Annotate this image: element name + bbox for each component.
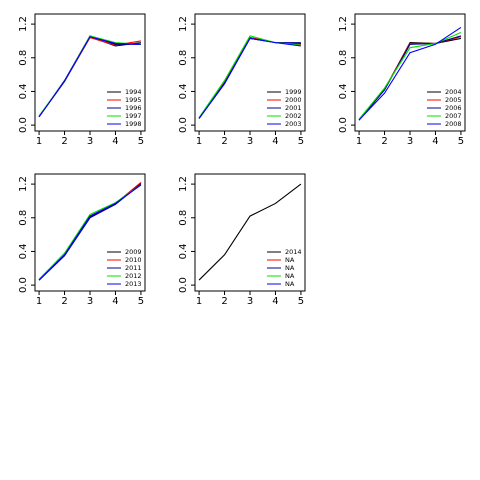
- x-tick-label: 1: [356, 136, 362, 147]
- legend-label: 2005: [445, 96, 462, 104]
- legend-label: 1997: [125, 112, 142, 120]
- x-tick-label: 1: [196, 296, 202, 307]
- y-tick-label: 1.2: [18, 16, 29, 32]
- y-tick-label: 0.4: [18, 243, 29, 259]
- legend-label: 2014: [285, 248, 302, 256]
- legend-label: NA: [285, 264, 295, 272]
- x-tick-label: 3: [87, 136, 93, 147]
- x-tick-label: 5: [458, 136, 464, 147]
- x-tick-label: 3: [247, 296, 253, 307]
- x-tick-label: 4: [112, 136, 118, 147]
- series-line: [198, 37, 301, 119]
- x-tick-label: 3: [87, 296, 93, 307]
- series-line: [358, 35, 462, 121]
- x-tick-label: 4: [432, 136, 438, 147]
- y-tick-label: 0.8: [18, 50, 29, 66]
- legend-label: 2004: [445, 88, 462, 96]
- legend-label: NA: [285, 272, 295, 280]
- y-tick-label: 0.8: [178, 50, 189, 66]
- legend-label: 2000: [285, 96, 302, 104]
- legend-label: 2012: [125, 272, 142, 280]
- x-tick-label: 1: [36, 296, 42, 307]
- y-tick-label: 1.2: [18, 176, 29, 192]
- x-tick-label: 2: [61, 296, 67, 307]
- y-tick-label: 0.8: [178, 210, 189, 226]
- legend-label: 1998: [125, 120, 142, 128]
- x-tick-label: 5: [298, 136, 304, 147]
- series-line: [358, 27, 462, 121]
- y-tick-label: 0.4: [338, 83, 349, 99]
- x-tick-label: 1: [36, 136, 42, 147]
- y-tick-label: 1.2: [178, 176, 189, 192]
- y-tick-label: 0.8: [18, 210, 29, 226]
- legend-label: NA: [285, 256, 295, 264]
- legend-label: 2007: [445, 112, 462, 120]
- y-tick-label: 0.0: [178, 117, 189, 133]
- x-tick-label: 5: [138, 296, 144, 307]
- x-tick-label: 2: [221, 136, 227, 147]
- legend-label: 1999: [285, 88, 302, 96]
- legend-label: 2011: [125, 264, 142, 272]
- legend-label: 2001: [285, 104, 302, 112]
- series-line: [198, 183, 302, 281]
- legend-label: 2002: [285, 112, 302, 120]
- y-tick-label: 0.0: [178, 277, 189, 293]
- x-tick-label: 4: [112, 296, 118, 307]
- x-tick-label: 5: [298, 296, 304, 307]
- x-tick-label: 4: [272, 296, 278, 307]
- legend-label: 2006: [445, 104, 462, 112]
- y-tick-label: 1.2: [178, 16, 189, 32]
- legend-label: 1994: [125, 88, 142, 96]
- x-tick-label: 1: [196, 136, 202, 147]
- x-tick-label: 2: [221, 296, 227, 307]
- series-line: [358, 32, 462, 120]
- series-line: [38, 36, 141, 118]
- legend-label: 2008: [445, 120, 462, 128]
- x-tick-label: 5: [138, 136, 144, 147]
- legend-label: 1996: [125, 104, 142, 112]
- x-tick-label: 3: [407, 136, 413, 147]
- x-tick-label: 3: [247, 136, 253, 147]
- legend-label: 2009: [125, 248, 142, 256]
- x-tick-label: 2: [381, 136, 387, 147]
- y-tick-label: 0.0: [338, 117, 349, 133]
- series-line: [38, 184, 142, 281]
- legend-label: 2003: [285, 120, 302, 128]
- legend-label: NA: [285, 280, 295, 288]
- y-tick-label: 0.4: [178, 83, 189, 99]
- y-tick-label: 0.8: [338, 50, 349, 66]
- y-tick-label: 0.4: [18, 83, 29, 99]
- legend-label: 2010: [125, 256, 142, 264]
- x-tick-label: 4: [272, 136, 278, 147]
- x-tick-label: 2: [61, 136, 67, 147]
- legend-label: 2013: [125, 280, 142, 288]
- y-tick-label: 0.4: [178, 243, 189, 259]
- y-tick-label: 0.0: [18, 117, 29, 133]
- legend-label: 1995: [125, 96, 142, 104]
- y-tick-label: 0.0: [18, 277, 29, 293]
- y-tick-label: 1.2: [338, 16, 349, 32]
